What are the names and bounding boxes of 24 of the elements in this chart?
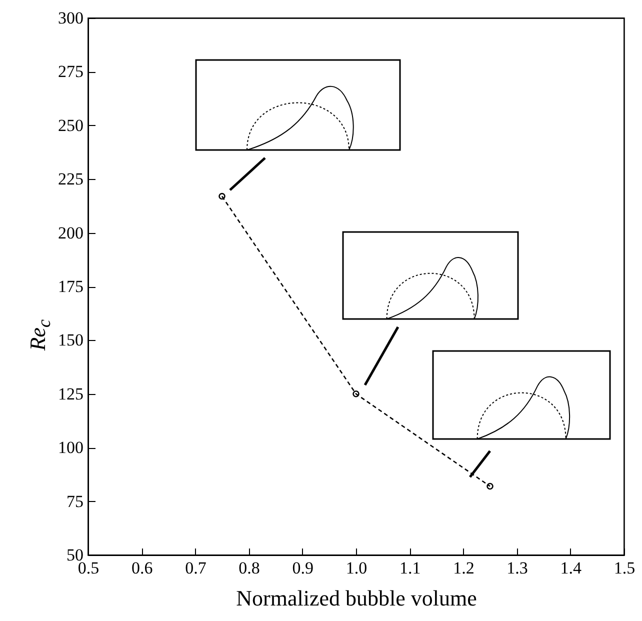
x-tick-label: 0.7 xyxy=(185,558,207,578)
y-tick-label: 300 xyxy=(58,8,84,28)
x-tick-label: 0.8 xyxy=(238,558,260,578)
y-tick-label: 175 xyxy=(58,277,84,296)
y-tick-label: 275 xyxy=(58,62,84,82)
y-tick-label: 75 xyxy=(66,492,84,511)
x-tick-label: 1.0 xyxy=(346,558,368,578)
y-tick-label: 100 xyxy=(58,438,84,458)
x-tick-label: 1.4 xyxy=(560,558,582,578)
y-tick-label: 250 xyxy=(58,116,84,135)
x-axis-title: Normalized bubble volume xyxy=(236,586,477,610)
point xyxy=(218,192,226,200)
x-tick-label: 1.1 xyxy=(399,558,421,578)
point xyxy=(486,482,494,490)
y-tick-label: 125 xyxy=(58,384,84,404)
x-tick-label: 1.3 xyxy=(506,558,528,578)
y-tick-label: 225 xyxy=(58,170,84,189)
x-tick-label: 1.5 xyxy=(614,558,636,578)
y-tick-label: 200 xyxy=(58,223,84,242)
x-tick-label: 1.2 xyxy=(453,558,474,578)
x-tick-label: 0.9 xyxy=(292,558,314,578)
y-tick-label: 150 xyxy=(58,330,84,350)
point xyxy=(352,390,360,398)
x-tick-label: 0.6 xyxy=(131,558,153,578)
